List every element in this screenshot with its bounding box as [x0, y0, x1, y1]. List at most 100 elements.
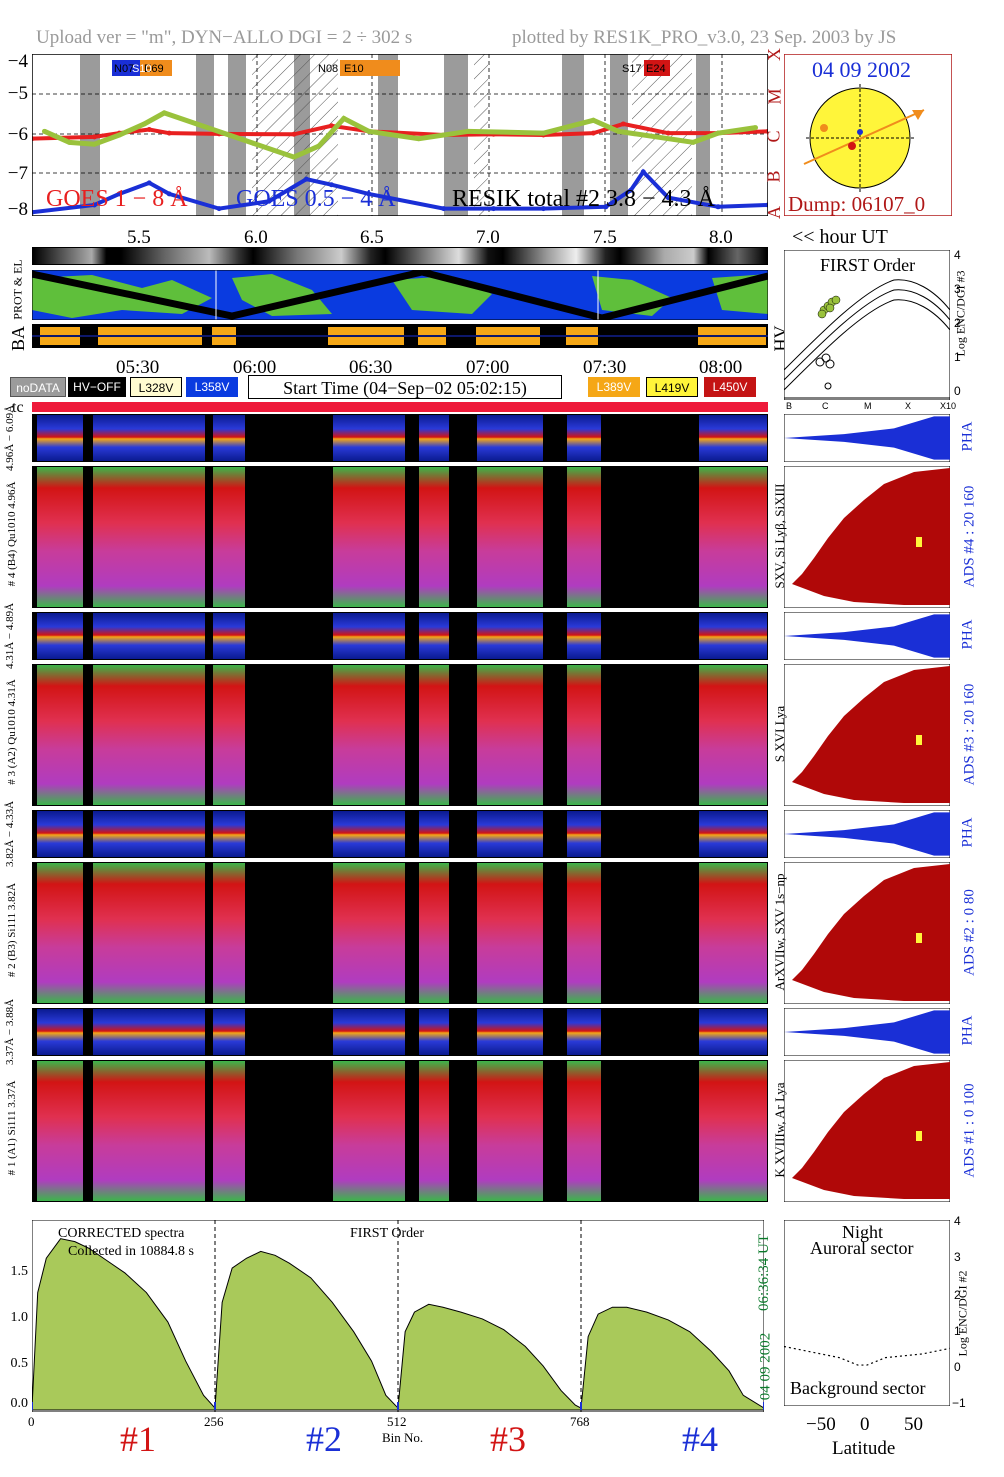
first-order-x-tick: X [905, 401, 912, 411]
ads-histogram-2 [784, 862, 950, 1004]
hv-strip [32, 324, 768, 348]
lat-y-tick: 4 [954, 1214, 961, 1228]
pha-band [213, 811, 245, 857]
goes05-series-point [303, 176, 309, 182]
ar-label: E69 [144, 63, 164, 75]
line-id-label: SXV, Si Lyβ, SiXIII [772, 483, 787, 589]
goes-x-tick: 7.5 [593, 227, 617, 248]
resik-series-point [690, 139, 696, 145]
spectra-chart [32, 1220, 764, 1412]
resik-series-point [590, 117, 596, 123]
spectrogram-band [567, 863, 601, 1003]
lat-ylabel: Log ENC/DGI #2 [955, 1270, 970, 1357]
spectrogram-band [93, 1061, 205, 1201]
spectrogram-band [213, 1061, 245, 1201]
channel-main-label: # 3 (A2) Qu1010 4.31Å [6, 679, 18, 785]
goes-chart: N07 E69 N08 E10 S17 E24 S10 [32, 54, 768, 216]
legend-hvoff: HV−OFF [68, 377, 126, 397]
pha-band [213, 415, 245, 461]
pha-label: PHA [959, 619, 976, 650]
spectrogram-band [477, 467, 543, 607]
resik-series-point [715, 130, 721, 136]
spectrogram-band [333, 863, 405, 1003]
first-order-y-tick: 3 [954, 282, 961, 296]
pha-band [567, 415, 601, 461]
spectra-y-tick: 1.5 [10, 1264, 29, 1279]
spectra-y-tick: 0.5 [10, 1356, 29, 1371]
goes05-series-point [116, 191, 122, 197]
goes05-series-point [540, 206, 546, 212]
spectrogram-band [213, 467, 245, 607]
legend-l419: L419V [646, 377, 698, 397]
time-tick: 08:00 [699, 357, 743, 378]
pha-band [567, 1009, 601, 1055]
spectrogram-band [333, 1061, 405, 1201]
spectra-center-title: FIRST Order [350, 1226, 425, 1241]
pha-band [333, 415, 405, 461]
spectrogram-band [93, 467, 205, 607]
spectrogram-band [477, 1061, 543, 1201]
spectrogram-band [213, 665, 245, 805]
goes-x-tick: 6.5 [360, 227, 384, 248]
pha-band [419, 1009, 449, 1055]
channel-label-2: #2 [306, 1419, 342, 1459]
spectra-x-tick: 512 [387, 1414, 407, 1429]
spectrogram-band [699, 863, 767, 1003]
resik-series-point [116, 132, 122, 138]
first-order-chart [784, 250, 950, 400]
lat-x-tick: −50 [806, 1414, 836, 1435]
ar-label: E24 [646, 63, 666, 75]
first-order-x-tick: C [822, 401, 829, 411]
time-tick: 06:00 [233, 357, 277, 378]
pha-band [699, 415, 767, 461]
goes1-series-point [91, 134, 97, 140]
spectrogram-band [37, 863, 83, 1003]
legend-goes1: GOES 1 − 8 Å [46, 186, 188, 212]
goes05-series-point [216, 206, 222, 212]
goes-x-tick: 5.5 [127, 227, 151, 248]
first-order-ylabel: Log ENC/DGI #3 [953, 270, 968, 357]
lat-x-tick: 50 [904, 1414, 923, 1435]
lat-y-tick: 0 [954, 1360, 961, 1374]
ads-histogram-1 [784, 1060, 950, 1202]
spectra-subtitle: Collected in 10884.8 s [68, 1244, 194, 1259]
pha-band [93, 613, 205, 659]
goes05-series-point [266, 198, 272, 204]
spectrogram-band [213, 863, 245, 1003]
pha-band [37, 613, 83, 659]
channel-label-1: #1 [120, 1419, 156, 1459]
legend-nodata: noDATA [10, 377, 66, 397]
class-letter: A [764, 206, 784, 219]
channel-main-label: # 4 (B4) Qu1010 4.96Å [6, 481, 18, 587]
lat-y-tick: 3 [954, 1250, 961, 1264]
pha-profile-2 [784, 810, 950, 858]
pha-band [213, 1009, 245, 1055]
lat-y-tick: −1 [952, 1396, 966, 1410]
spectrogram-band [567, 467, 601, 607]
legend-resik: RESIK total #2 3.8 − 4.3 Å [452, 186, 715, 212]
header-left: Upload ver = "m", DYN−ALLO DGI = 2 ÷ 302… [36, 27, 413, 48]
spectrogram-band [419, 863, 449, 1003]
ar-label: S17 [622, 63, 642, 75]
ads-label: ADS #4 : 20 160 [961, 485, 978, 588]
channel-main-label: # 1 (A1) Si111 3.37Å [6, 1080, 18, 1176]
first-order-y-tick: 1 [954, 350, 961, 364]
header-right: plotted by RES1K_PRO_v3.0, 23 Sep. 2003 … [512, 27, 897, 48]
lat-x-tick: 0 [860, 1414, 870, 1435]
lat-night: Night [842, 1222, 884, 1242]
pha-band [419, 811, 449, 857]
spectrogram-band [477, 665, 543, 805]
class-letter: B [763, 170, 784, 183]
goes-y-tick: −7 [7, 163, 28, 184]
goes1-series-point [146, 126, 152, 132]
class-letter: M [764, 88, 785, 105]
goes05-series-point [91, 202, 97, 208]
goes-y-tick: −6 [7, 124, 28, 145]
goes1-series-point [590, 130, 596, 136]
spectrogram-band [37, 665, 83, 805]
lat-xlabel: Latitude [832, 1438, 896, 1459]
goes05-series-point [603, 204, 609, 210]
first-order-y-tick: 4 [954, 248, 961, 262]
spectrogram-band [93, 665, 205, 805]
resik-series [43, 110, 756, 160]
